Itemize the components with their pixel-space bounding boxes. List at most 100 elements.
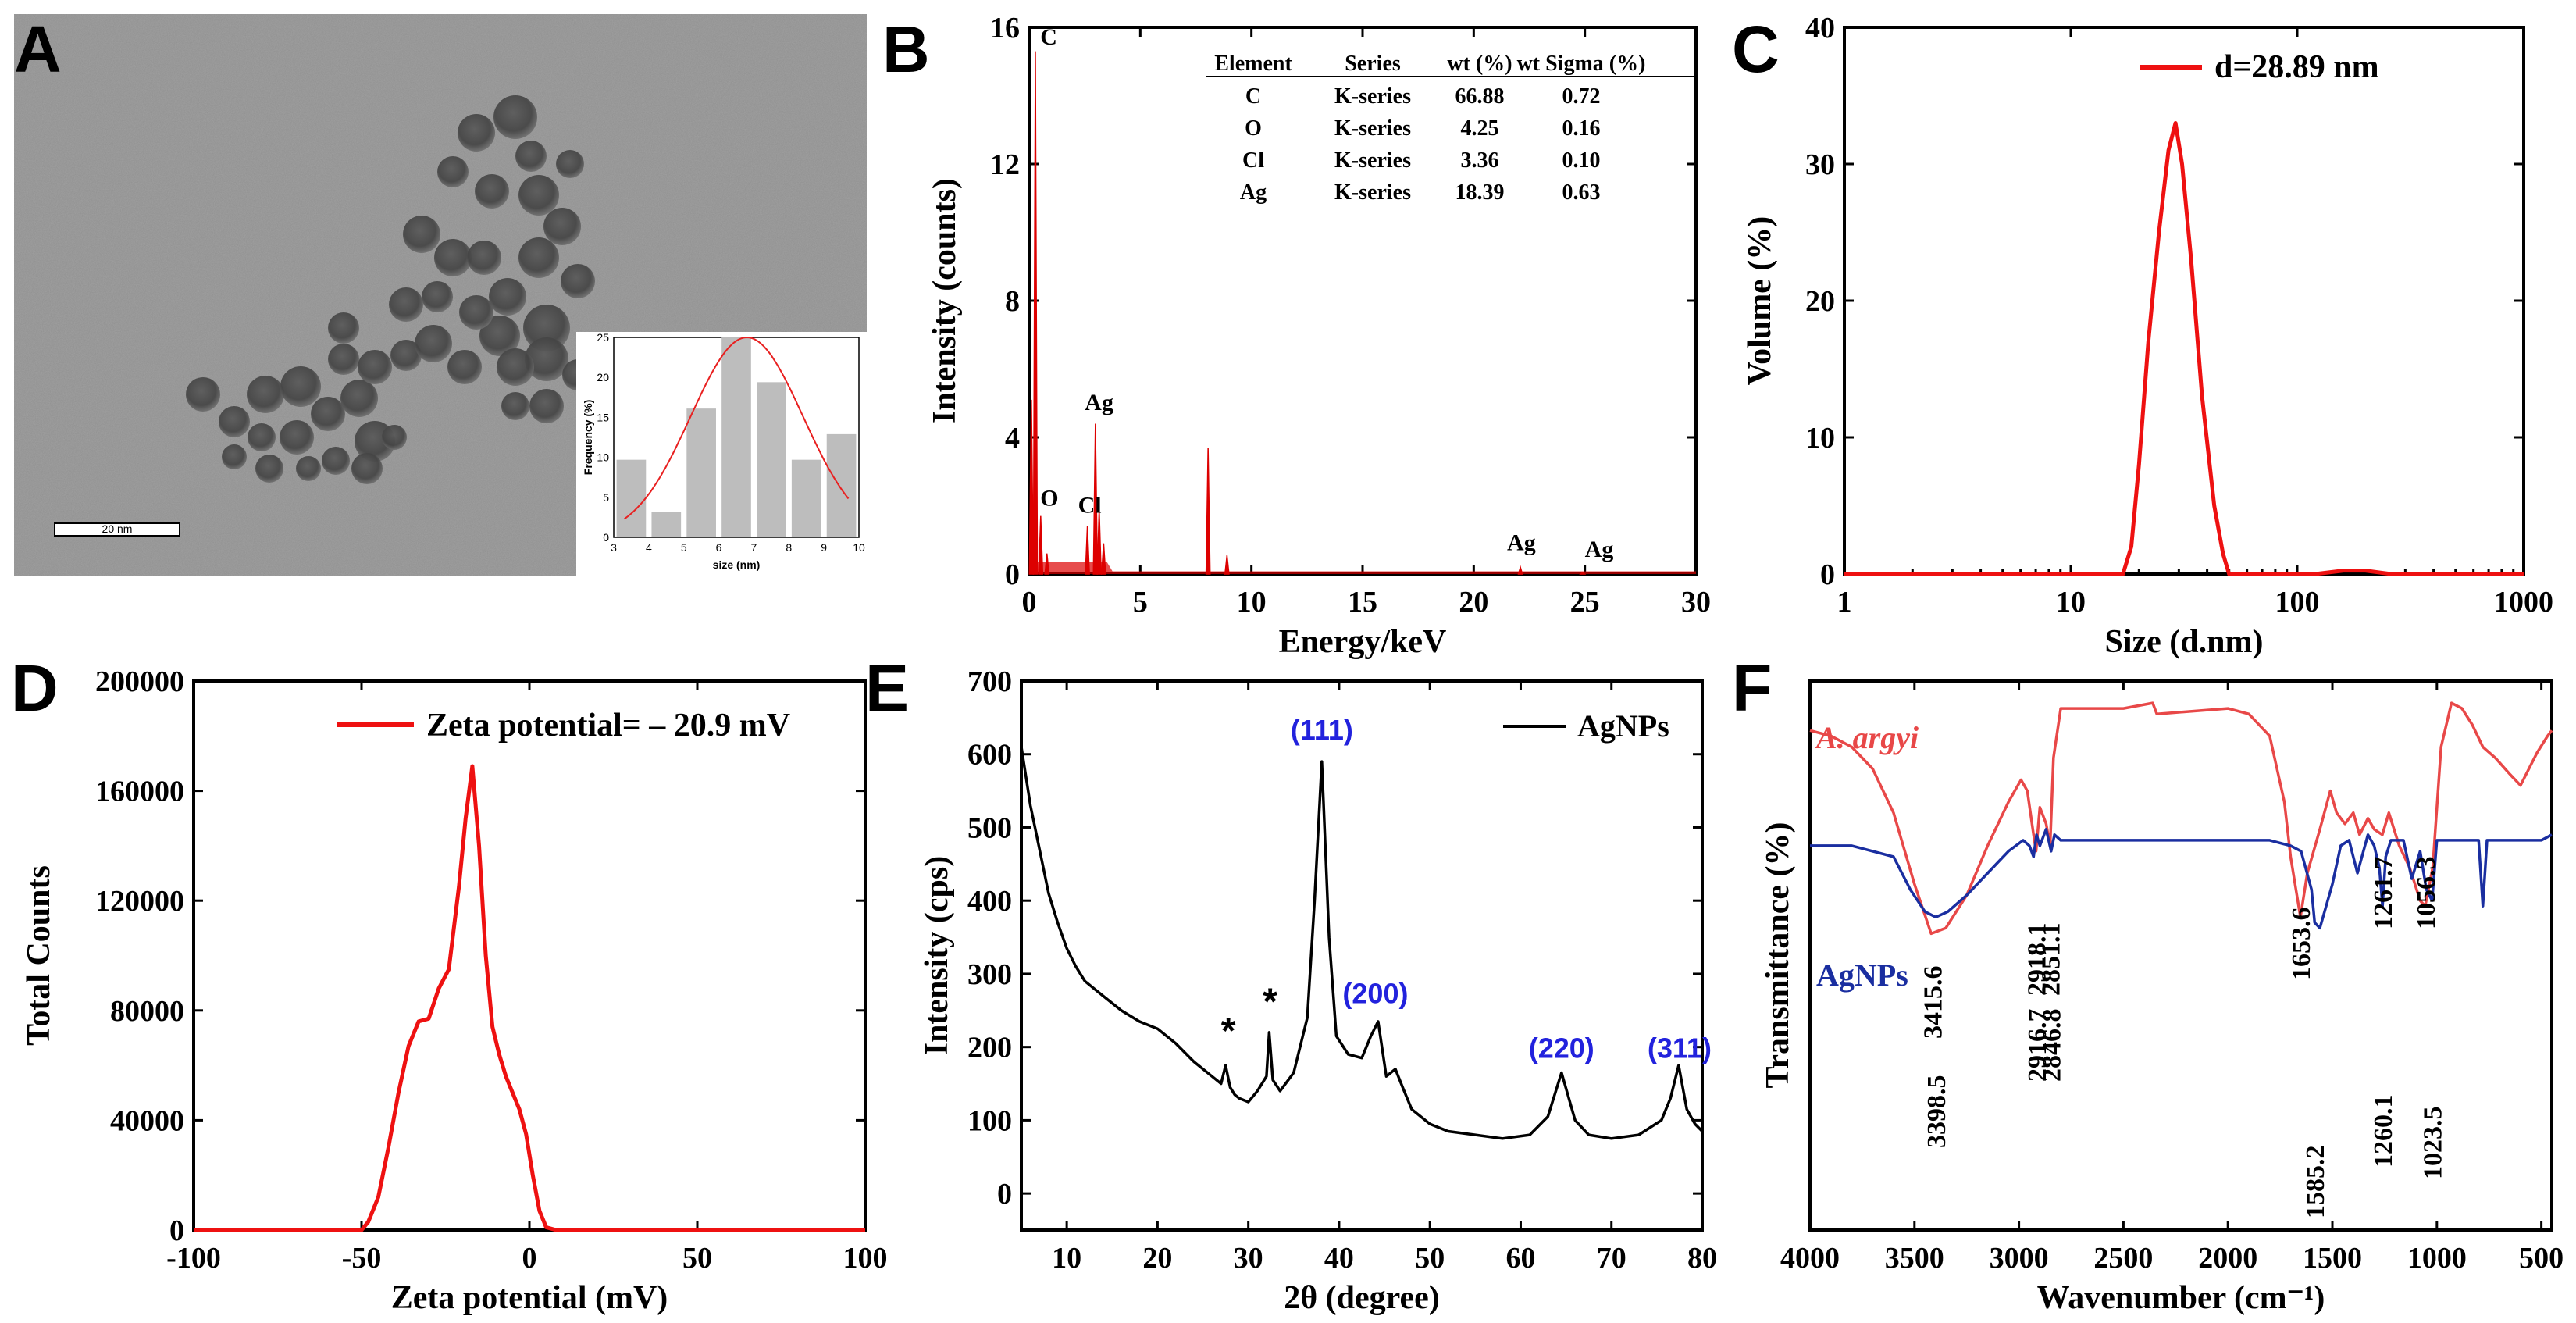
nanoparticle (280, 366, 321, 407)
inset-y-tick-label: 10 (597, 451, 609, 464)
xrd-pattern-line (1020, 747, 1704, 1140)
peak-wavenumber-label: 1056.3 (2412, 857, 2441, 930)
table-cell: K-series (1334, 148, 1411, 173)
x-axis-title: Energy/keV (1279, 624, 1447, 660)
y-tick-label: 200 (967, 1032, 1012, 1064)
nanoparticle (351, 453, 383, 484)
y-tick-label: 120000 (95, 885, 184, 918)
x-tick-label: 100 (2275, 586, 2320, 619)
x-tick-label: 30 (1681, 586, 1711, 619)
y-tick-label: 700 (967, 665, 1012, 698)
table-cell: 0.16 (1562, 116, 1601, 141)
panel-b-eds: B 0 5 10 15 20 25 30 0 4 8 12 16 Energy/keV Intensity… (882, 12, 1711, 660)
nanoparticle (434, 239, 472, 276)
histogram-bar (616, 459, 647, 537)
inset-x-tick-label: 9 (821, 541, 827, 554)
nanoparticle (311, 397, 345, 431)
nanoparticle (340, 380, 378, 417)
nanoparticle (358, 350, 392, 384)
peak-wavenumber-label: 1653.6 (2287, 908, 2316, 981)
plot-frame (1843, 26, 2525, 576)
table-cell: 0.72 (1562, 84, 1601, 109)
plot-frame (1808, 679, 2553, 1232)
x-tick-label: 500 (2519, 1242, 2564, 1275)
plot-frame (1028, 26, 1698, 576)
nanoparticle (523, 305, 570, 351)
panel-e-xrd: E 10 20 30 40 50 60 70 80 0 100 200 300 400 500 600 700… (865, 651, 1717, 1316)
x-tick-label: 3000 (1990, 1242, 2049, 1275)
peak-wavenumber-label: 1585.2 (2301, 1146, 2330, 1219)
histogram-inset (576, 332, 867, 576)
y-tick-label: 0 (169, 1214, 184, 1247)
eds-peak (1205, 448, 1211, 575)
inset-y-tick-label: 15 (597, 411, 609, 423)
y-tick-label: 200000 (95, 665, 184, 698)
y-tick-label: 100 (967, 1104, 1012, 1137)
gaussian-fit-line (623, 336, 850, 520)
x-tick-label: 2000 (2198, 1242, 2257, 1275)
x-tick-label: 15 (1348, 586, 1377, 619)
inset-y-tick-label: 0 (603, 531, 609, 544)
x-tick-label: 3500 (1885, 1242, 1944, 1275)
nanoparticle (390, 340, 422, 371)
peak-label: Ag (1585, 537, 1614, 562)
nanoparticle (389, 287, 423, 322)
table-cell: 18.39 (1455, 180, 1505, 205)
eds-peak (1044, 553, 1050, 575)
inset-y-tick-label: 5 (603, 491, 609, 504)
y-tick-label: 600 (967, 739, 1012, 772)
peak-wavenumber-label: 1023.5 (2419, 1107, 2448, 1180)
inset-x-tick-label: 7 (751, 541, 757, 554)
nanoparticle (561, 264, 595, 298)
nanoparticle (501, 392, 529, 420)
panel-label-d: D (11, 651, 59, 725)
nanoparticle (518, 237, 559, 278)
histogram-bar (826, 433, 857, 537)
plot-frame (1020, 679, 1704, 1232)
inset-x-tick-label: 4 (646, 541, 652, 554)
nanoparticle (328, 312, 359, 344)
peak-wavenumber-label: 3398.5 (1922, 1075, 1951, 1149)
y-axis-title: Volume (%) (1742, 216, 1778, 386)
series-label: A. argyi (1814, 720, 1919, 755)
y-tick-label: 16 (990, 12, 1020, 45)
nanoparticle (280, 420, 314, 455)
nanoparticle (489, 278, 526, 316)
table-cell: K-series (1334, 180, 1411, 205)
y-axis-title: Intensity (counts) (927, 178, 963, 423)
nanoparticle (518, 175, 559, 216)
eds-peak (1038, 515, 1044, 575)
inset-y-tick-label: 25 (597, 331, 609, 344)
peak-index-label: * (1263, 981, 1277, 1022)
x-tick-label: 10 (1237, 586, 1267, 619)
peak-wavenumber-label: 2846.8 (2038, 1009, 2067, 1082)
peak-wavenumber-label: 1260.1 (2369, 1095, 2398, 1168)
nanoparticle (247, 376, 284, 413)
table-cell: 3.36 (1461, 148, 1499, 173)
table-cell: 0.10 (1562, 148, 1601, 173)
histogram-bar (686, 408, 716, 537)
scale-bar (54, 522, 180, 537)
nanoparticle (479, 316, 520, 356)
nanoparticle (437, 156, 469, 187)
x-tick-label: 30 (1234, 1242, 1263, 1275)
y-tick-label: 4 (1005, 422, 1020, 455)
x-tick-label: 60 (1505, 1242, 1535, 1275)
nanoparticle (467, 241, 501, 275)
y-tick-label: 0 (1820, 558, 1835, 591)
nanoparticle (515, 141, 547, 172)
peak-index-label: (311) (1648, 1032, 1712, 1064)
panel-label-c: C (1732, 12, 1780, 86)
panel-label-e: E (865, 651, 909, 725)
peak-index-label: (200) (1342, 977, 1408, 1009)
x-axis-title: Size (d.nm) (2105, 624, 2264, 660)
x-tick-label: 1 (1837, 586, 1852, 619)
panel-f-ftir: F 4000 3500 3000 2500 2000 1500 1000 500 Wavenum… (1732, 651, 2564, 1316)
peak-label: Cl (1078, 492, 1102, 518)
y-tick-label: 300 (967, 958, 1012, 991)
table-cell: C (1245, 84, 1261, 109)
peak-wavenumber-label: 1261.7 (2369, 857, 2398, 930)
histogram-bar (757, 382, 786, 537)
x-axis-title: 2θ (degree) (1284, 1280, 1440, 1316)
